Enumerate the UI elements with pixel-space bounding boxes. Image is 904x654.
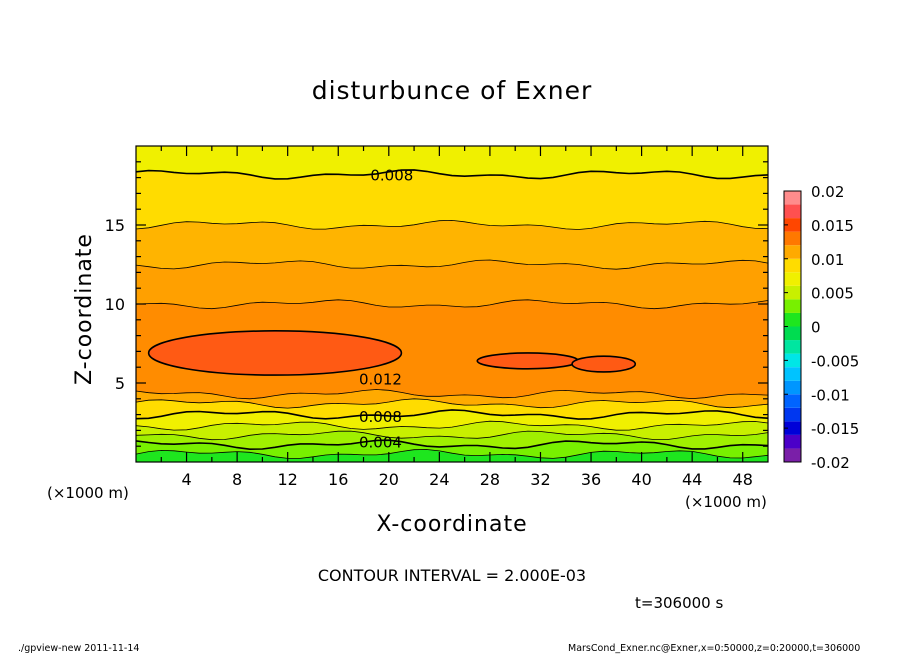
contour-high-region xyxy=(571,355,637,373)
colorbar-tick-label: 0 xyxy=(811,319,821,337)
colorbar-band xyxy=(784,380,801,395)
colorbar-band xyxy=(784,231,801,246)
x-tick-label: 12 xyxy=(278,470,298,489)
colorbar-band xyxy=(784,218,801,232)
contour-high-region xyxy=(147,330,403,376)
colorbar-band xyxy=(784,191,801,205)
colorbar-band xyxy=(784,394,801,408)
contour-high-region xyxy=(476,352,580,370)
x-tick-label: 20 xyxy=(379,470,399,489)
contour-line xyxy=(136,449,768,459)
contour-line xyxy=(136,430,768,441)
colorbar-band xyxy=(784,204,801,219)
colorbar-band xyxy=(784,421,801,435)
colorbar-tick-label: 0.01 xyxy=(811,251,844,269)
y-tick-label: 5 xyxy=(115,374,125,393)
contour-line xyxy=(136,409,768,420)
chart-title: disturbunce of Exner xyxy=(311,76,593,105)
contour-line xyxy=(136,420,768,431)
x-tick-label: 28 xyxy=(480,470,500,489)
contour-label: 0.004 xyxy=(359,433,402,451)
contour-fill-layer xyxy=(136,146,768,462)
colorbar-tick-label: -0.015 xyxy=(811,420,859,438)
colorbar-band xyxy=(784,258,801,273)
colorbar-band xyxy=(784,312,801,327)
colorbar-band xyxy=(784,448,801,462)
contour-line xyxy=(136,299,768,310)
x-tick-label: 8 xyxy=(232,470,242,489)
x-axis-unit: (×1000 m) xyxy=(685,493,767,511)
contour-band xyxy=(136,259,768,309)
colorbar-band xyxy=(784,272,801,286)
contour-line xyxy=(136,259,768,270)
colorbar: 0.02 0.015 0.01 0.005 0 -0.005 -0.01 -0.015 -0.0… xyxy=(783,183,859,472)
colorbar-tick-label: 0.005 xyxy=(811,285,854,303)
time-text: t=306000 s xyxy=(635,594,724,612)
x-tick-label: 16 xyxy=(328,470,348,489)
colorbar-tick-label: -0.02 xyxy=(811,454,850,472)
contour-interval-text: CONTOUR INTERVAL = 2.000E-03 xyxy=(317,566,587,585)
contour-line xyxy=(136,169,768,180)
footer-left: ./gpview-new 2011-11-14 xyxy=(18,643,140,654)
contour-line xyxy=(136,398,768,409)
y-tick-label: 10 xyxy=(105,295,125,314)
colorbar-band xyxy=(784,299,801,313)
colorbar-tick-label: 0.02 xyxy=(811,183,844,201)
contour-line-layer xyxy=(136,169,768,459)
x-axis-label: X-coordinate xyxy=(376,512,528,537)
contour-line xyxy=(136,389,768,400)
colorbar-band xyxy=(784,353,801,368)
y-tick-label: 15 xyxy=(105,216,125,235)
x-tick-label: 48 xyxy=(733,470,753,489)
colorbar-band xyxy=(784,340,801,354)
y-axis-label: Z-coordinate xyxy=(72,233,97,385)
x-tick-label: 40 xyxy=(631,470,651,489)
colorbar-band xyxy=(784,326,801,341)
colorbar-band xyxy=(784,285,801,300)
x-tick-label: 36 xyxy=(581,470,601,489)
y-axis-unit: (×1000 m) xyxy=(47,484,129,502)
colorbar-tick-label: -0.01 xyxy=(811,386,850,404)
x-tick-label: 32 xyxy=(530,470,550,489)
colorbar-tick-label: -0.005 xyxy=(811,352,859,370)
colorbar-band xyxy=(784,407,801,422)
colorbar-band xyxy=(784,367,801,381)
colorbar-tick-label: 0.015 xyxy=(811,217,854,235)
contour-label-layer: 0.008 0.012 0.008 0.004 xyxy=(359,166,413,451)
x-tick-label: 44 xyxy=(682,470,702,489)
footer-right: MarsCond_Exner.nc@Exner,x=0:50000,z=0:20… xyxy=(568,643,861,654)
contour-label: 0.012 xyxy=(359,370,402,388)
contour-label: 0.008 xyxy=(359,408,402,426)
contour-label: 0.008 xyxy=(370,166,413,184)
x-tick-label: 4 xyxy=(181,470,191,489)
contour-line xyxy=(136,219,768,230)
x-tick-label: 24 xyxy=(429,470,449,489)
colorbar-band xyxy=(784,434,801,449)
contour-line xyxy=(136,439,768,451)
colorbar-band xyxy=(784,245,801,259)
